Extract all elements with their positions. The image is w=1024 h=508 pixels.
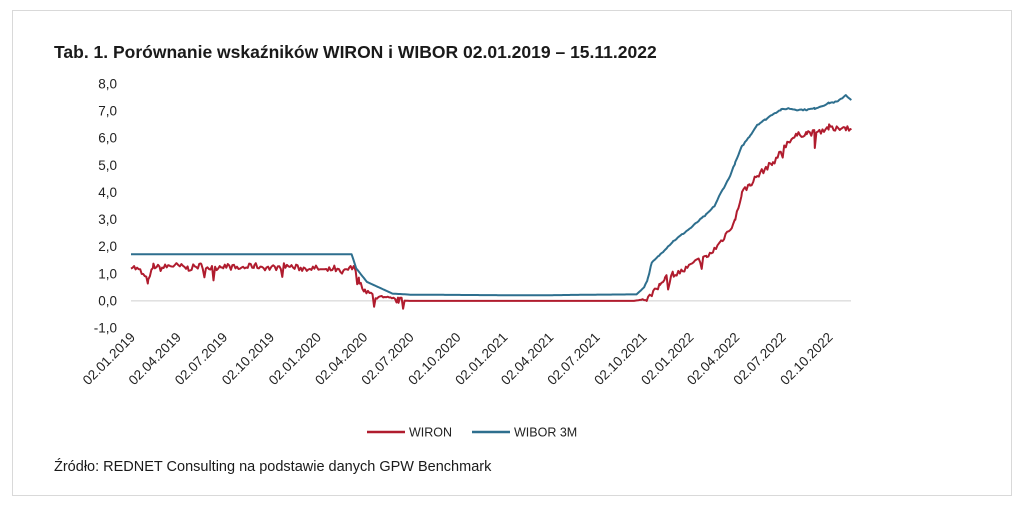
y-tick-label: 4,0 <box>98 185 117 200</box>
legend-label-wibor-3m: WIBOR 3M <box>514 426 577 440</box>
x-axis: 02.01.201902.04.201902.07.201902.10.2019… <box>80 330 836 388</box>
y-tick-label: 0,0 <box>98 293 117 308</box>
y-tick-label: 3,0 <box>98 212 117 227</box>
chart-title: Tab. 1. Porównanie wskaźników WIRON i WI… <box>54 42 657 62</box>
y-tick-label: 6,0 <box>98 131 117 146</box>
y-tick-label: 1,0 <box>98 266 117 281</box>
legend: WIRON WIBOR 3M <box>367 426 577 440</box>
source-note: Źródło: REDNET Consulting na podstawie d… <box>54 459 492 475</box>
y-tick-label: 2,0 <box>98 239 117 254</box>
y-tick-label: 8,0 <box>98 77 117 92</box>
figure-frame <box>12 10 1012 496</box>
plot-area <box>130 94 852 310</box>
y-axis: 8,0 7,0 6,0 5,0 4,0 3,0 2,0 1,0 0,0 -1,0 <box>94 77 117 336</box>
y-tick-label: 7,0 <box>98 104 117 119</box>
y-tick-label: -1,0 <box>94 321 117 336</box>
legend-label-wiron: WIRON <box>409 426 452 440</box>
series-line-wiron <box>130 123 852 310</box>
series-line-wibor-3m <box>131 94 852 297</box>
y-tick-label: 5,0 <box>98 158 117 173</box>
